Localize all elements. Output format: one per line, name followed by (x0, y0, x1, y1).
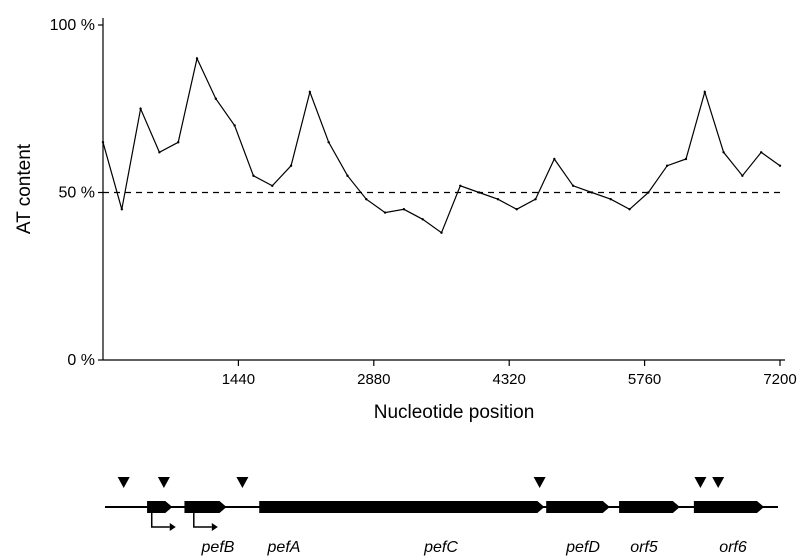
y-tick-label: 100 % (50, 17, 95, 34)
series-point (534, 198, 537, 201)
genes (147, 501, 764, 513)
gene-arrow (184, 501, 227, 513)
series-point (233, 124, 236, 127)
series-line (102, 56, 781, 234)
gene-arrow (259, 501, 545, 513)
series-point (383, 211, 387, 214)
markers (117, 477, 725, 488)
gene-label: pefB (201, 539, 235, 556)
series-point (515, 208, 518, 211)
gene-arrow (693, 501, 764, 513)
series-point (158, 151, 161, 154)
gene-arrow (619, 501, 680, 513)
gene-label: orf5 (630, 539, 658, 556)
series-point (722, 151, 725, 154)
series-point (440, 231, 443, 234)
series-point (741, 174, 744, 177)
series-point (647, 191, 650, 194)
gene-label: pefA (267, 539, 301, 556)
series-point (308, 90, 312, 94)
promoter-arrowhead (169, 523, 176, 531)
gene-map: pefB pefA pefC pefD orf5 orf6 (105, 477, 778, 556)
series-point (139, 107, 142, 110)
promoter-arrowhead (211, 523, 218, 531)
y-tick-label: 50 % (59, 185, 95, 202)
marker-triangle (712, 477, 725, 488)
series-point (252, 174, 255, 177)
series-point (289, 164, 293, 167)
promoters (150, 513, 218, 531)
y-axis-label: AT content (14, 143, 35, 234)
series-point (120, 208, 124, 211)
series-point (665, 164, 669, 167)
plot-area: 0 % 50 % 100 % 1440 2880 4320 5760 7200 (50, 17, 797, 388)
x-tick-label: 7200 (763, 371, 796, 388)
series-point (590, 191, 594, 194)
promoter-arrow (193, 513, 212, 528)
marker-triangle (533, 477, 546, 488)
promoter-arrow (150, 513, 170, 528)
series-point (684, 157, 688, 161)
series-point (327, 141, 330, 144)
gene-labels: pefB pefA pefC pefD orf5 orf6 (201, 539, 747, 556)
series-point (195, 57, 199, 60)
marker-triangle (694, 477, 707, 488)
x-tick-label: 2880 (357, 371, 390, 388)
marker-triangle (157, 477, 170, 488)
y-ticks: 0 % 50 % 100 % (50, 17, 103, 369)
gene-arrow (147, 501, 173, 513)
series-point (421, 218, 424, 221)
series-point (759, 151, 763, 154)
series-point (459, 184, 462, 187)
series-point (477, 191, 481, 194)
x-tick-label: 5760 (628, 371, 661, 388)
series-point (703, 90, 706, 94)
gene-label: pefD (565, 539, 600, 556)
y-tick-label: 0 % (67, 352, 95, 369)
series-point (214, 97, 218, 100)
gene-arrow (546, 501, 610, 513)
series-point (346, 174, 349, 177)
series-point (778, 164, 782, 167)
gene-label: pefC (423, 539, 458, 556)
marker-triangle (117, 477, 130, 488)
series-points (101, 57, 782, 234)
series-point (553, 157, 556, 161)
x-ticks: 1440 2880 4320 5760 7200 (222, 360, 797, 388)
series-point (177, 141, 180, 144)
series-point (609, 198, 612, 201)
series-point (365, 198, 368, 201)
x-tick-label: 4320 (493, 371, 526, 388)
series-point (271, 184, 274, 187)
series-point (496, 198, 500, 201)
marker-triangle (236, 477, 249, 488)
series-point (101, 141, 105, 144)
x-tick-label: 1440 (222, 371, 255, 388)
gene-label: orf6 (719, 539, 747, 556)
x-axis-label: Nucleotide position (374, 402, 535, 423)
series-point (402, 208, 406, 211)
series-point (571, 184, 575, 187)
series-point (628, 208, 631, 211)
